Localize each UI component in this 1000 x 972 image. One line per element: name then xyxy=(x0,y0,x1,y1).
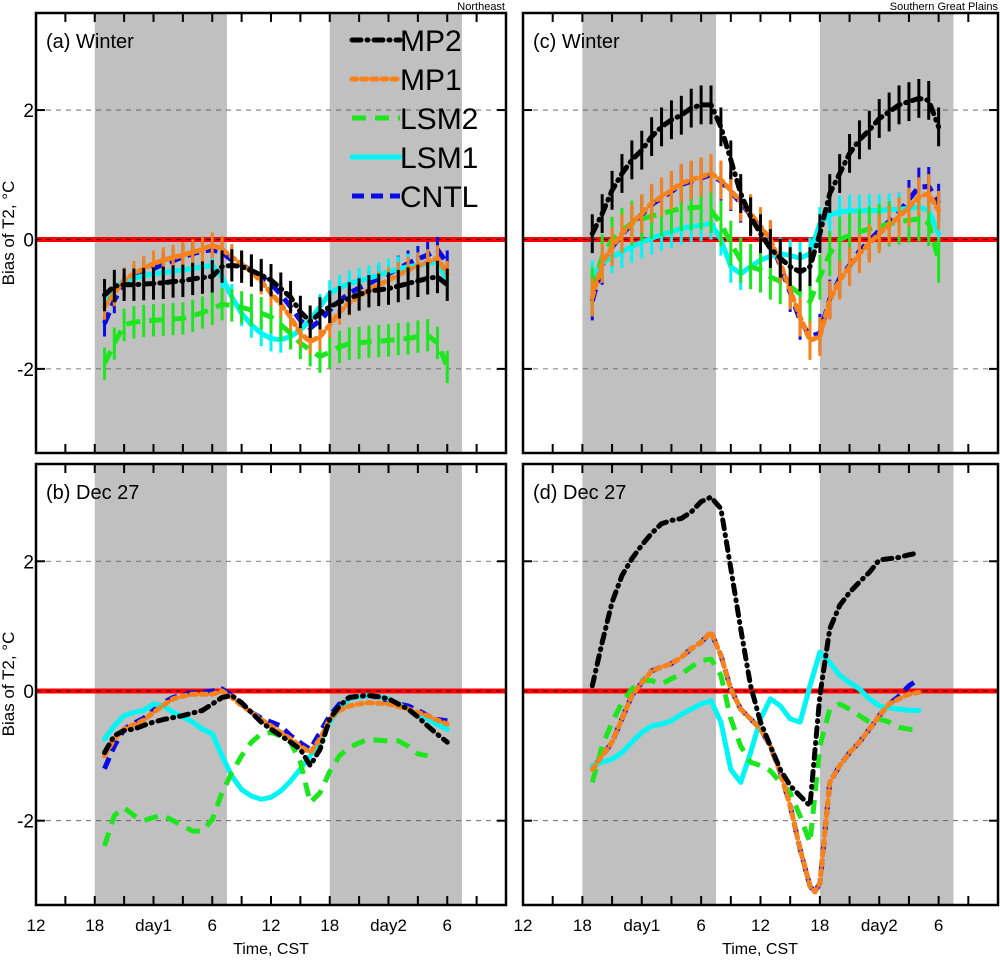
night-shading xyxy=(329,13,462,453)
legend-label-mp1: MP1 xyxy=(400,64,462,97)
x-tick-label: 12 xyxy=(514,916,533,935)
night-shading xyxy=(329,464,462,905)
y-tick-label: 0 xyxy=(23,230,34,251)
x-tick-label: 18 xyxy=(85,916,104,935)
plot-frame xyxy=(521,11,1000,455)
plot-frame xyxy=(34,11,508,455)
region-title-southern-great-plains: Southern Great Plains xyxy=(890,1,999,13)
legend-label-cntl: CNTL xyxy=(400,181,478,214)
night-shading xyxy=(582,464,716,905)
x-axis-label-left: Time, CST xyxy=(233,941,309,958)
series-line-lsm1 xyxy=(102,259,450,343)
series-group xyxy=(589,79,942,360)
series-line-mp1 xyxy=(102,688,450,759)
series-line-mp2 xyxy=(102,693,450,769)
x-tick-label: 6 xyxy=(208,916,217,935)
series-group xyxy=(589,494,922,895)
series-line-lsm2 xyxy=(589,204,942,305)
x-tick-label: 6 xyxy=(696,916,705,935)
legend-label-lsm2: LSM2 xyxy=(400,103,478,136)
series-group xyxy=(102,232,450,384)
legend-label-mp2: MP2 xyxy=(400,25,462,58)
plot-frame xyxy=(521,462,1000,907)
series-line-lsm1 xyxy=(589,204,942,280)
x-tick-label: 12 xyxy=(751,916,770,935)
night-shading xyxy=(94,464,227,905)
y-axis-label-bottom: Bias of T2, °C xyxy=(0,632,18,737)
x-tick-label: day1 xyxy=(135,916,172,935)
plot-frame xyxy=(34,462,508,907)
region-title-northeast: Northeast xyxy=(457,1,505,13)
series-line-mp1 xyxy=(102,242,450,345)
panel-a: -2 0 2 (a) Winter MP2 MP1 LSM2 LSM1 CNTL xyxy=(17,11,508,455)
panel-d: 12 18 day1 6 12 18 day2 6 (d) Dec 27 xyxy=(514,462,1000,935)
x-tick-label: 6 xyxy=(443,916,452,935)
panel-title: (d) Dec 27 xyxy=(533,482,626,504)
series-line-lsm2 xyxy=(589,656,920,846)
x-tick-label: day2 xyxy=(861,916,898,935)
y-tick-label: -2 xyxy=(17,360,34,381)
y-tick-label: 0 xyxy=(23,682,34,703)
series-line-mp2 xyxy=(589,95,942,275)
x-tick-label: day2 xyxy=(370,916,407,935)
x-tick-label: 6 xyxy=(934,916,943,935)
x-tick-label: day1 xyxy=(623,916,660,935)
legend: MP2 MP1 LSM2 LSM1 CNTL xyxy=(349,25,478,214)
panel-title: (a) Winter xyxy=(46,31,134,53)
y-tick-label: -2 xyxy=(17,812,34,833)
x-tick-label: 12 xyxy=(262,916,281,935)
panel-c: (c) Winter xyxy=(521,11,1000,455)
y-tick-label: 2 xyxy=(23,101,34,122)
series-group xyxy=(102,686,450,847)
x-axis-label-right: Time, CST xyxy=(722,941,798,958)
night-shading xyxy=(94,13,227,453)
x-tick-label: 18 xyxy=(320,916,339,935)
series-line-mp2 xyxy=(102,262,450,325)
series-line-mp2 xyxy=(589,494,922,809)
night-shading xyxy=(582,13,716,453)
y-tick-label: 2 xyxy=(23,552,34,573)
series-line-mp1 xyxy=(589,629,922,895)
series-line-lsm2 xyxy=(102,301,450,368)
series-line-lsm1 xyxy=(589,649,922,785)
x-tick-label: 12 xyxy=(27,916,46,935)
series-line-mp1 xyxy=(589,171,942,343)
y-axis-label-top: Bias of T2, °C xyxy=(0,181,18,286)
panel-title: (c) Winter xyxy=(533,31,620,53)
x-tick-label: 18 xyxy=(573,916,592,935)
x-tick-label: 18 xyxy=(810,916,829,935)
night-shading xyxy=(819,464,954,905)
legend-label-lsm1: LSM1 xyxy=(400,142,478,175)
panel-b: -2 0 2 12 18 day1 6 12 18 day2 6 (b) Dec 27 xyxy=(17,462,508,935)
panel-title: (b) Dec 27 xyxy=(46,482,139,504)
series-line-lsm2 xyxy=(102,730,429,847)
